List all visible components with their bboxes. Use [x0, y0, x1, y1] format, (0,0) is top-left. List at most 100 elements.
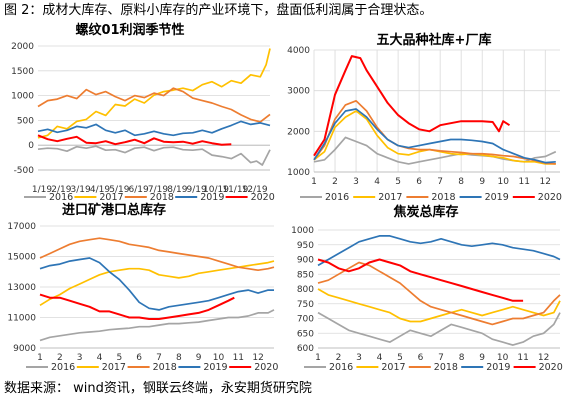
- y-tick-label: 2000: [287, 127, 310, 137]
- x-tick-label: 11: [519, 177, 530, 187]
- x-tick-label: 10: [213, 353, 225, 363]
- legend-label-2020: 2020: [538, 192, 562, 203]
- x-tick-label: 3: [356, 353, 362, 363]
- series-line-2017: [37, 48, 271, 139]
- chart-title: 螺纹01利润季节性: [75, 22, 184, 38]
- series-line-2020: [317, 258, 524, 302]
- x-tick-label: 1: [315, 353, 321, 363]
- y-tick-label: 500: [17, 116, 34, 126]
- x-tick-label: 7/19: [148, 185, 168, 195]
- legend-label-2017: 2017: [378, 192, 402, 203]
- figure-caption: 图 2：成材大库存、原料小库存的产业环境下，盘面低利润属于合理状态。: [4, 3, 433, 18]
- x-tick-label: 2: [57, 353, 63, 363]
- series-line-2019: [39, 257, 274, 311]
- y-tick-label: -500: [14, 166, 35, 176]
- series-line-2018: [317, 261, 561, 326]
- legend-label-2017: 2017: [102, 362, 126, 373]
- y-tick-label: 950: [297, 241, 314, 251]
- chart-title: 焦炭总库存: [392, 204, 458, 220]
- legend-label-2019: 2019: [200, 192, 224, 203]
- x-tick-label: 2: [332, 177, 338, 187]
- y-tick-label: 850: [297, 270, 314, 280]
- y-tick-label: 17000: [7, 222, 36, 232]
- x-tick-label: 4: [377, 353, 383, 363]
- series-line-2018: [313, 99, 556, 165]
- chart-rebar-profit: 螺纹01利润季节性 -500 0 500 1000 1500 2000 1/19 2/19 3/1…: [11, 22, 275, 203]
- y-tick-label: 13000: [7, 283, 36, 293]
- y-tick-label: 4000: [287, 46, 310, 56]
- x-tick-label: 9: [479, 177, 485, 187]
- y-tick-label: 3000: [287, 87, 310, 97]
- x-tick-label: 12: [540, 177, 551, 187]
- legend-label-2016: 2016: [329, 362, 353, 373]
- chart-title: 五大品种社库+厂库: [377, 32, 492, 48]
- legend-label-2018: 2018: [153, 362, 177, 373]
- x-tick-label: 8: [458, 177, 464, 187]
- y-tick-label: 600: [297, 344, 314, 354]
- x-tick-label: 9: [479, 353, 485, 363]
- y-tick-label: 2000: [11, 42, 34, 52]
- x-tick-label: 11: [517, 353, 528, 363]
- x-tick-label: 1: [311, 177, 317, 187]
- y-tick-label: 1000: [291, 226, 314, 236]
- x-tick-label: 5/19: [109, 185, 129, 195]
- x-tick-label: 2/19: [51, 185, 71, 195]
- x-tick-label: 7: [438, 353, 444, 363]
- y-tick-label: 700: [297, 315, 314, 325]
- series-line-2019: [37, 120, 271, 137]
- series-line-2016: [39, 309, 275, 342]
- x-tick-label: 8/19: [167, 185, 187, 195]
- x-tick-label: 7: [156, 353, 162, 363]
- legend-label-2020: 2020: [539, 362, 563, 373]
- x-tick-label: 10: [498, 177, 510, 187]
- series-line-2018: [39, 237, 275, 272]
- chart-title: 进口矿港口总库存: [62, 202, 166, 218]
- y-tick-label: 1500: [11, 67, 34, 77]
- series-line-2020: [39, 293, 235, 320]
- y-tick-label: 650: [297, 329, 314, 339]
- x-tick-label: 5: [395, 177, 401, 187]
- y-tick-label: 15000: [7, 253, 36, 263]
- legend-label-2019: 2019: [203, 362, 227, 373]
- chart-panel-rebar-profit: 螺纹01利润季节性 -500 0 500 1000 1500 2000 1/19 2/19 3/1…: [4, 20, 284, 210]
- x-tick-label: 5: [397, 353, 403, 363]
- x-tick-label: 12: [252, 353, 263, 363]
- x-tick-label: 7: [437, 177, 443, 187]
- x-tick-label: 1/19: [32, 185, 52, 195]
- series-line-2019: [313, 108, 556, 164]
- legend-label-2017: 2017: [99, 192, 123, 203]
- x-tick-label: 3: [77, 353, 83, 363]
- x-tick-label: 10/19: [203, 185, 229, 195]
- x-tick-label: 9/19: [187, 185, 207, 195]
- x-tick-label: 3/19: [71, 185, 91, 195]
- x-tick-label: 4: [374, 177, 380, 187]
- chart-panel-five-products-inventory: 五大品种社库+厂库 1000 2000 3000 4000 1 2 3 4 5 6 7 8 9 10 11 12…: [284, 20, 569, 210]
- x-tick-label: 10: [497, 353, 509, 363]
- legend-label-2016: 2016: [325, 192, 349, 203]
- x-tick-label: 3: [353, 177, 359, 187]
- x-tick-label: 6: [416, 177, 422, 187]
- series-line-2016: [317, 311, 561, 346]
- series-line-2019: [317, 235, 561, 267]
- y-tick-label: 9000: [13, 344, 36, 354]
- legend-label-2017: 2017: [381, 362, 405, 373]
- y-tick-label: 800: [297, 285, 314, 295]
- x-tick-label: 5: [116, 353, 122, 363]
- x-tick-label: 2: [336, 353, 342, 363]
- x-tick-label: 12: [538, 353, 549, 363]
- x-tick-label: 12/19: [242, 185, 268, 195]
- legend-label-2018: 2018: [150, 192, 174, 203]
- y-tick-label: 1000: [287, 168, 310, 178]
- series-line-2017: [317, 288, 561, 323]
- chart-panel-iron-ore-port-inventory: 进口矿港口总库存 9000 11000 13000 15000 17000 1 2 3 4 5 6 7 8…: [4, 200, 284, 378]
- x-tick-label: 6/19: [129, 185, 149, 195]
- y-tick-label: 0: [28, 141, 34, 151]
- x-tick-label: 1: [37, 353, 43, 363]
- series-line-2020: [37, 134, 232, 146]
- legend-label-2019: 2019: [485, 192, 509, 203]
- x-tick-label: 8: [459, 353, 465, 363]
- x-tick-label: 11/19: [222, 185, 248, 195]
- series-line-2016: [37, 145, 271, 166]
- y-tick-label: 11000: [7, 314, 36, 324]
